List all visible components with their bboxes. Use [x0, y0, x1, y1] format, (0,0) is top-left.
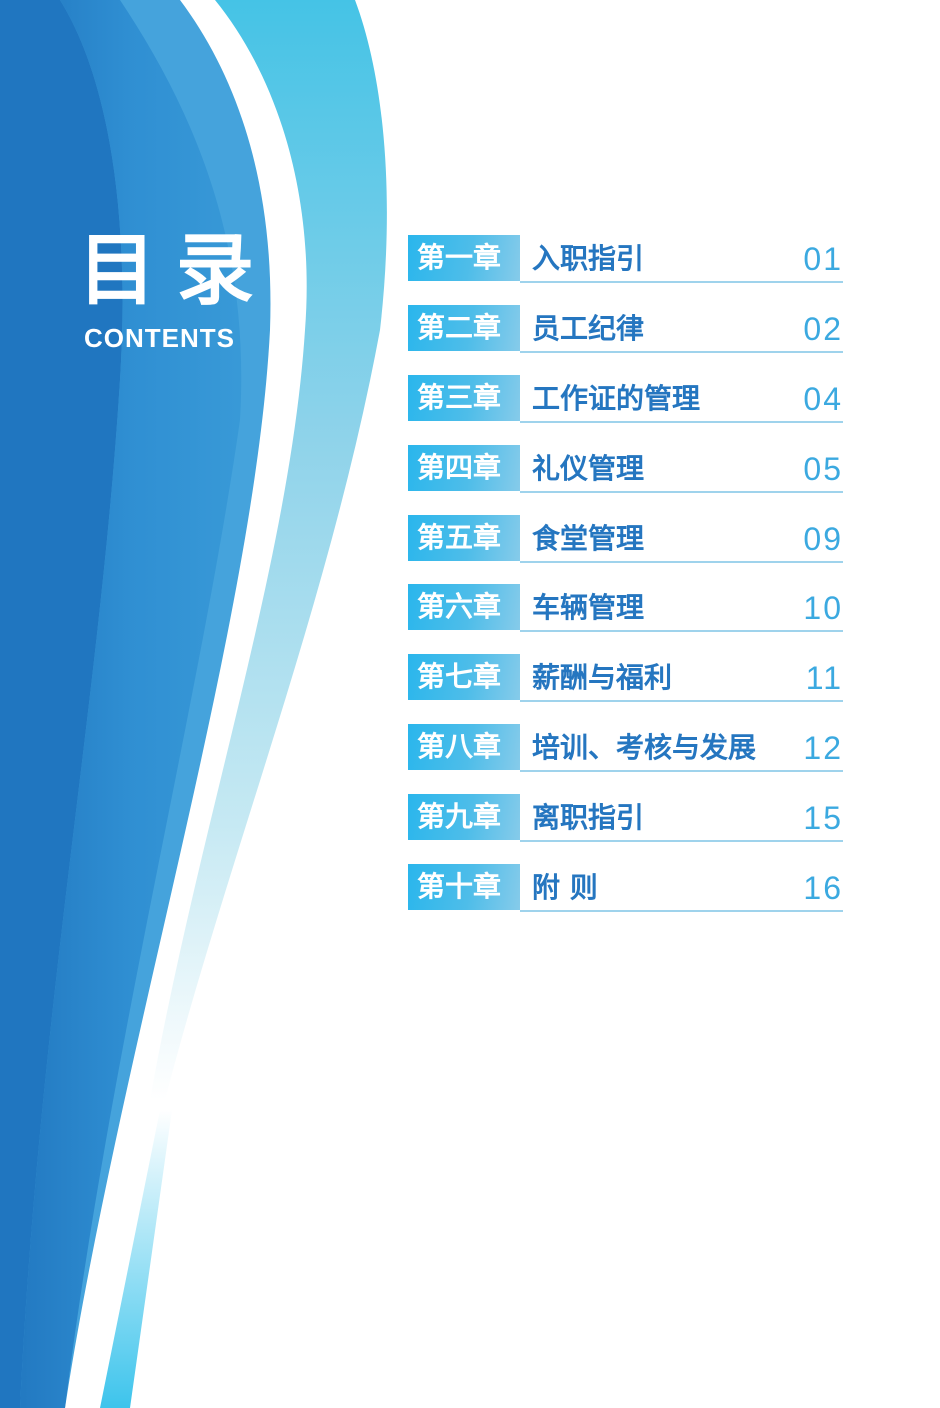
entry-underline [520, 770, 843, 772]
chapter-label: 第七章 [408, 654, 520, 700]
chapter-title: 培训、考核与发展 [532, 731, 757, 764]
chapter-label: 第三章 [408, 375, 520, 421]
chapter-title: 员工纪律 [532, 312, 645, 345]
page-number: 04 [803, 381, 843, 417]
page-number: 16 [803, 870, 843, 906]
chapter-label: 第五章 [408, 515, 520, 561]
chapter-title: 食堂管理 [532, 522, 645, 555]
page-number: 10 [803, 590, 843, 626]
entry-underline [520, 630, 843, 632]
toc-entry[interactable]: 第七章 薪酬与福利 11 [408, 654, 843, 702]
inner-dark-shape [0, 0, 123, 1408]
toc-entry[interactable]: 第四章 礼仪管理 05 [408, 445, 843, 493]
toc-entry[interactable]: 第一章 入职指引 01 [408, 235, 843, 283]
page-number: 09 [803, 521, 843, 557]
page-number: 05 [803, 451, 843, 487]
chapter-title: 离职指引 [532, 801, 645, 834]
toc-entry[interactable]: 第三章 工作证的管理 04 [408, 375, 843, 423]
chapter-title: 附 则 [532, 871, 598, 904]
cyan-band [150, 0, 387, 1100]
chapter-label: 第一章 [408, 235, 520, 281]
mid-blue-shape [20, 0, 242, 1408]
entry-underline [520, 281, 843, 283]
toc-entry[interactable]: 第六章 车辆管理 10 [408, 584, 843, 632]
entry-underline [520, 421, 843, 423]
light-stripe [100, 1110, 172, 1408]
page-number: 01 [803, 241, 843, 277]
chapter-title: 入职指引 [532, 242, 645, 275]
entry-underline [520, 840, 843, 842]
toc-entry[interactable]: 第九章 离职指引 15 [408, 794, 843, 842]
toc-entry[interactable]: 第八章 培训、考核与发展 12 [408, 724, 843, 772]
entry-underline [520, 491, 843, 493]
page-number: 02 [803, 311, 843, 347]
entry-underline [520, 910, 843, 912]
page-number: 15 [803, 800, 843, 836]
chapter-label: 第十章 [408, 864, 520, 910]
entry-underline [520, 561, 843, 563]
toc-entry[interactable]: 第五章 食堂管理 09 [408, 515, 843, 563]
chapter-label: 第八章 [408, 724, 520, 770]
chapter-title: 薪酬与福利 [532, 661, 673, 694]
page-subtitle: CONTENTS [84, 323, 235, 353]
toc-entry[interactable]: 第二章 员工纪律 02 [408, 305, 843, 353]
chapter-label: 第六章 [408, 584, 520, 630]
chapter-title: 工作证的管理 [532, 382, 701, 415]
chapter-title: 车辆管理 [532, 591, 645, 624]
chapter-label: 第二章 [408, 305, 520, 351]
page-title: 目录 [78, 226, 275, 316]
chapter-label: 第四章 [408, 445, 520, 491]
page-number: 11 [805, 660, 843, 696]
entry-underline [520, 700, 843, 702]
chapter-label: 第九章 [408, 794, 520, 840]
entry-underline [520, 351, 843, 353]
page-number: 12 [803, 730, 843, 766]
toc-entry[interactable]: 第十章 附 则 16 [408, 864, 843, 912]
chapter-title: 礼仪管理 [532, 452, 645, 485]
